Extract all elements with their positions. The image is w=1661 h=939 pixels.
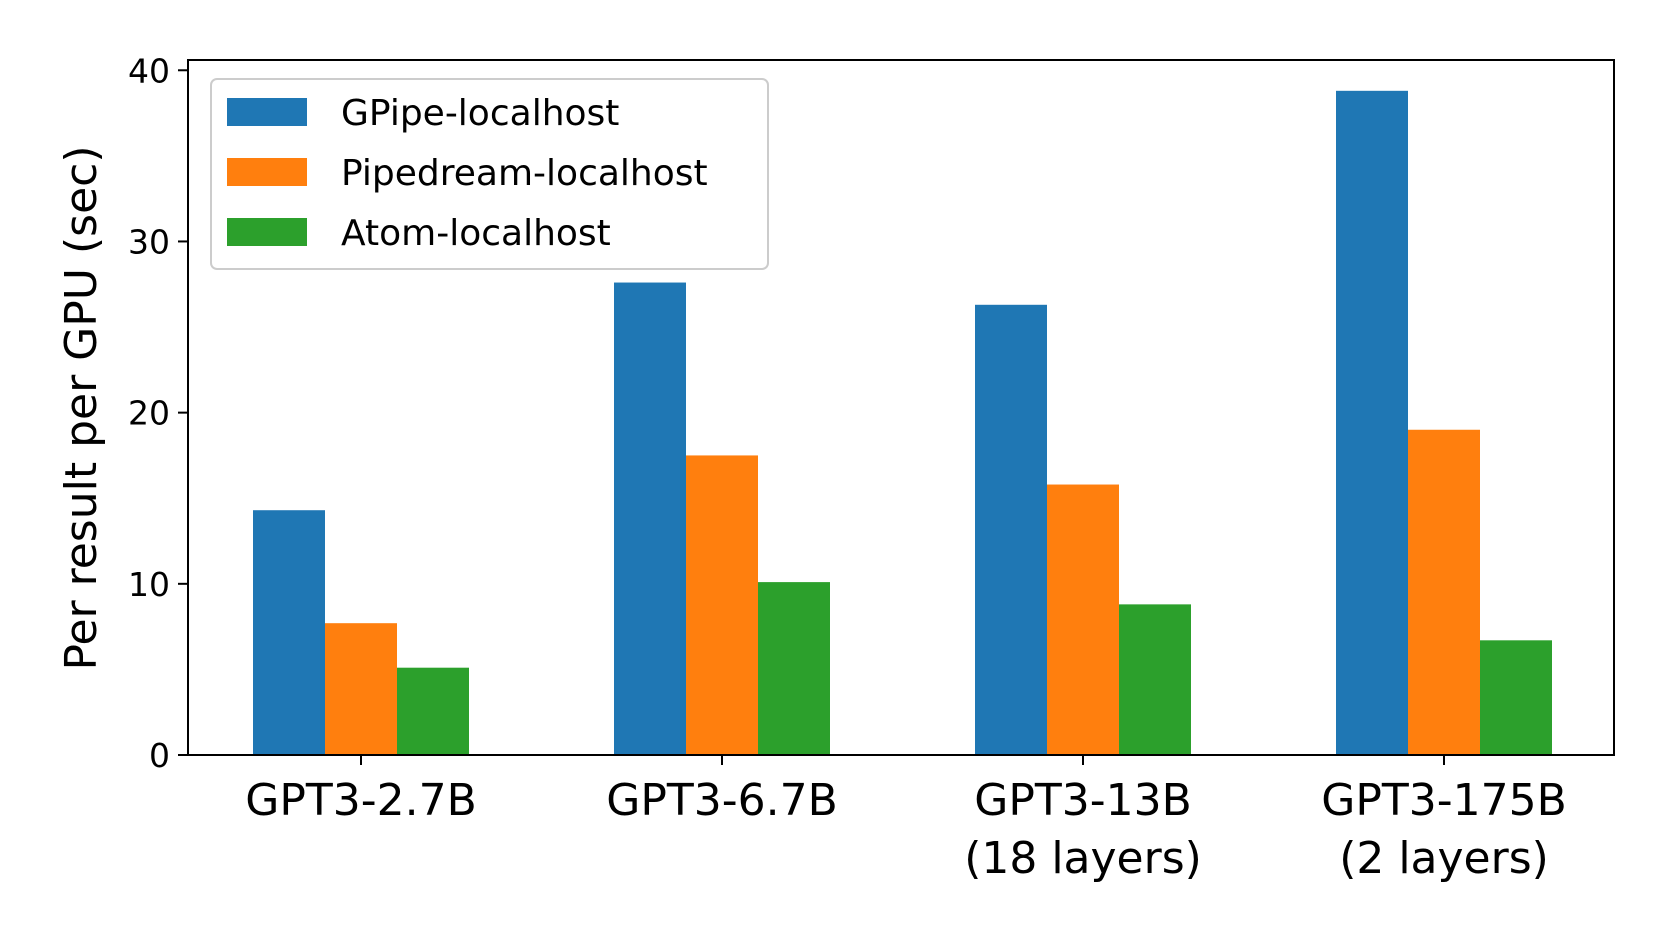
bar-gpipe-localhost-4 (1336, 90, 1408, 755)
y-axis-title: Per result per GPU (sec) (56, 146, 107, 671)
plot-frame (187, 59, 1615, 756)
legend-swatch (227, 98, 307, 126)
bar-pipedream-localhost-1 (325, 623, 397, 755)
bar-pipedream-localhost-3 (1047, 484, 1119, 755)
bar-atom-localhost-3 (1119, 604, 1191, 755)
legend-label: Atom-localhost (341, 213, 611, 254)
bar-atom-localhost-2 (758, 582, 830, 755)
x-category-label: GPT3-13B (974, 775, 1192, 826)
bar-atom-localhost-1 (397, 667, 469, 755)
y-tick-label: 20 (128, 394, 170, 433)
bar-pipedream-localhost-4 (1408, 429, 1480, 755)
x-category-label: GPT3-6.7B (606, 775, 838, 826)
x-category-label: GPT3-175B (1321, 775, 1567, 826)
y-tick-label: 40 (128, 51, 170, 90)
bar-gpipe-localhost-3 (975, 304, 1047, 755)
bar-atom-localhost-4 (1480, 640, 1552, 755)
x-category-label: (2 layers) (1339, 833, 1549, 884)
legend-box (210, 78, 769, 270)
legend: GPipe-localhost Pipedream-localhost Atom-l… (210, 78, 769, 270)
bar-pipedream-localhost-2 (686, 455, 758, 755)
y-tick-label: 0 (149, 736, 170, 775)
bar-gpipe-localhost-1 (253, 510, 325, 755)
legend-label: Pipedream-localhost (341, 153, 708, 194)
y-tick-label: 10 (128, 565, 170, 604)
bar-gpipe-localhost-2 (614, 282, 686, 755)
legend-label: GPipe-localhost (341, 93, 619, 134)
x-category-label: (18 layers) (964, 833, 1202, 884)
y-tick-label: 30 (128, 222, 170, 261)
x-category-label: GPT3-2.7B (245, 775, 477, 826)
legend-swatch (227, 218, 307, 246)
legend-swatch (227, 158, 307, 186)
